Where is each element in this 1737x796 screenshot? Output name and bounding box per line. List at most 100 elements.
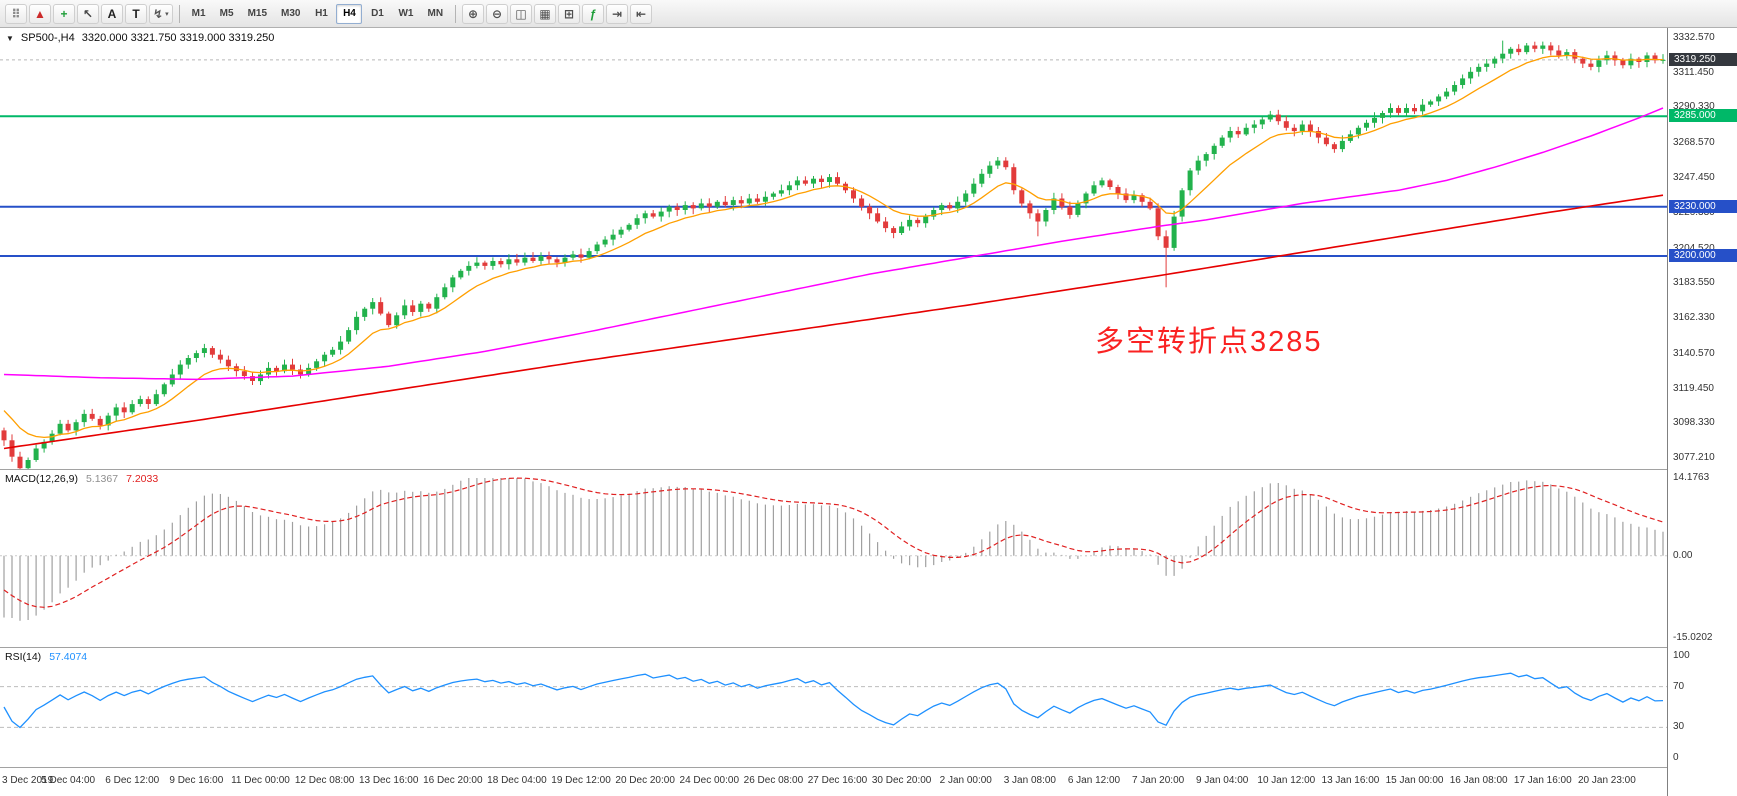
rsi-chart bbox=[0, 672, 1667, 729]
time-label: 16 Dec 20:00 bbox=[423, 775, 483, 786]
chart-annotation: 多空转折点3285 bbox=[1095, 326, 1323, 358]
axis-label: 3332.570 bbox=[1673, 32, 1715, 43]
axis-label: 3290.330 bbox=[1673, 101, 1715, 112]
toolbar: ⠿ ▲ + ↖ A T ↯ ▾ M1 M5 M15 M30 H1 H4 D1 W1 MN ⊕ ⊖ ◫ ▦ ⊞ ƒ ⇥ ⇤ bbox=[0, 0, 1737, 28]
time-label: 30 Dec 20:00 bbox=[871, 775, 932, 786]
chart-shift-icon[interactable]: ⇤ bbox=[630, 3, 653, 24]
macd-header: MACD(12,26,9) 5.1367 7.2033 bbox=[5, 473, 158, 485]
time-label: 3 Jan 08:00 bbox=[1003, 775, 1056, 786]
axis-label: 3098.330 bbox=[1673, 417, 1715, 428]
draw-tools-icon[interactable]: ↯ ▾ bbox=[149, 3, 173, 24]
time-label: 16 Jan 08:00 bbox=[1449, 775, 1508, 786]
time-label: 9 Jan 04:00 bbox=[1196, 775, 1249, 786]
price-badge: 3230.000 bbox=[1669, 200, 1737, 213]
cursor-icon[interactable]: ↖ bbox=[77, 3, 99, 24]
toolbar-separator bbox=[178, 4, 180, 23]
time-label: 7 Jan 20:00 bbox=[1131, 775, 1185, 786]
tile-windows-icon[interactable]: ◫ bbox=[510, 3, 533, 24]
timeframe-d1[interactable]: D1 bbox=[371, 8, 384, 19]
axis-label: -15.0202 bbox=[1673, 632, 1713, 643]
axis-label: 100 bbox=[1673, 650, 1690, 661]
time-label: 6 Dec 12:00 bbox=[105, 775, 160, 786]
axis-label: 0 bbox=[1673, 752, 1679, 763]
time-label: 10 Jan 12:00 bbox=[1257, 775, 1316, 786]
macd-name: MACD(12,26,9) bbox=[5, 473, 78, 485]
symbol-dropdown-icon[interactable]: ▼ bbox=[6, 33, 14, 43]
main-chart-panel[interactable]: ▼ SP500-,H4 3320.000 3321.750 3319.000 3… bbox=[0, 28, 1667, 470]
axis-label: 3311.450 bbox=[1673, 67, 1714, 78]
time-label: 12 Dec 08:00 bbox=[294, 775, 355, 786]
time-label: 9 Dec 16:00 bbox=[169, 775, 224, 786]
auto-scroll-icon[interactable]: ⇥ bbox=[606, 3, 629, 24]
time-label: 20 Dec 20:00 bbox=[615, 775, 675, 786]
time-label: 13 Jan 16:00 bbox=[1321, 775, 1380, 786]
time-label: 18 Dec 04:00 bbox=[487, 775, 547, 786]
time-label: 13 Dec 16:00 bbox=[358, 775, 419, 786]
time-label: 6 Jan 12:00 bbox=[1067, 775, 1121, 786]
axis-label: 3140.570 bbox=[1673, 348, 1715, 359]
price-badge: 3200.000 bbox=[1669, 249, 1737, 262]
chart-area: ▼ SP500-,H4 3320.000 3321.750 3319.000 3… bbox=[0, 28, 1737, 796]
axis-label: 3183.550 bbox=[1673, 277, 1715, 288]
axis-label: 3162.330 bbox=[1673, 312, 1715, 323]
drag-handle-icon[interactable]: ⠿ bbox=[5, 3, 27, 24]
symbol-ohlc: 3320.000 3321.750 3319.000 3319.250 bbox=[81, 32, 275, 44]
axis-label: 3204.520 bbox=[1673, 243, 1715, 254]
text-label-icon[interactable]: A bbox=[101, 3, 123, 24]
timeframe-m5[interactable]: M5 bbox=[219, 8, 234, 19]
axis-label: 30 bbox=[1673, 721, 1685, 732]
macd-signal-value: 7.2033 bbox=[126, 473, 159, 485]
rsi-value: 57.4074 bbox=[49, 651, 88, 663]
rsi-panel[interactable]: RSI(14) 57.4074 bbox=[0, 648, 1667, 768]
timeframe-h4[interactable]: H4 bbox=[336, 3, 363, 24]
timeframe-m1[interactable]: M1 bbox=[191, 8, 206, 19]
zoom-out-icon[interactable]: ⊖ bbox=[486, 3, 509, 24]
price-badge: 3285.000 bbox=[1669, 109, 1737, 122]
candlestick-chart bbox=[0, 40, 1667, 469]
toolbar-separator bbox=[455, 4, 457, 23]
time-label: 26 Dec 08:00 bbox=[743, 775, 804, 786]
zoom-in-icon[interactable]: ⊕ bbox=[462, 3, 485, 24]
macd-panel[interactable]: MACD(12,26,9) 5.1367 7.2033 bbox=[0, 470, 1667, 648]
macd-value: 5.1367 bbox=[85, 473, 119, 485]
toolbar-left-icons: ⠿ ▲ + ↖ A T ↯ ▾ bbox=[4, 3, 174, 24]
indicators-icon[interactable]: ƒ bbox=[582, 3, 605, 24]
symbol-name: SP500-,H4 bbox=[20, 32, 75, 44]
macd-chart bbox=[0, 477, 1667, 621]
time-label: 3 Dec 2019 bbox=[2, 775, 54, 786]
timeframe-h1[interactable]: H1 bbox=[315, 8, 328, 19]
axis-label: 3077.210 bbox=[1673, 452, 1715, 463]
time-label: 19 Dec 12:00 bbox=[551, 775, 611, 786]
timeframe-mn[interactable]: MN bbox=[427, 8, 444, 19]
cascade-windows-icon[interactable]: ▦ bbox=[534, 3, 557, 24]
axis-label: 3268.570 bbox=[1673, 137, 1715, 148]
rsi-name: RSI(14) bbox=[5, 651, 42, 663]
time-label: 27 Dec 16:00 bbox=[807, 775, 868, 786]
time-label: 2 Jan 00:00 bbox=[939, 775, 992, 786]
symbol-header: ▼ SP500-,H4 3320.000 3321.750 3319.000 3… bbox=[6, 32, 274, 44]
timeframe-m30[interactable]: M30 bbox=[281, 8, 301, 19]
new-order-icon[interactable]: ▲ bbox=[29, 3, 51, 24]
axis-label: 3247.450 bbox=[1673, 172, 1715, 183]
toolbar-right-icons: ⊕ ⊖ ◫ ▦ ⊞ ƒ ⇥ ⇤ bbox=[461, 3, 653, 24]
axis-label: 0.00 bbox=[1673, 550, 1693, 561]
add-chart-icon[interactable]: + bbox=[53, 3, 75, 24]
time-label: 20 Jan 23:00 bbox=[1577, 775, 1636, 786]
axis-label: 3119.450 bbox=[1673, 383, 1714, 394]
new-chart-icon[interactable]: ⊞ bbox=[558, 3, 581, 24]
time-label: 5 Dec 04:00 bbox=[41, 775, 96, 786]
axis-label: 70 bbox=[1673, 681, 1685, 692]
timeframe-w1[interactable]: W1 bbox=[398, 8, 414, 19]
price-axis[interactable]: 3332.570 3311.450 3290.330 3268.570 3247.450… bbox=[1667, 28, 1737, 796]
time-label: 15 Jan 00:00 bbox=[1385, 775, 1444, 786]
timeframe-m15[interactable]: M15 bbox=[247, 8, 268, 19]
text-box-icon[interactable]: T bbox=[125, 3, 147, 24]
timeframe-group: M1 M5 M15 M30 H1 H4 D1 W1 MN bbox=[185, 3, 450, 24]
rsi-header: RSI(14) 57.4074 bbox=[5, 651, 87, 663]
price-badge: 3319.250 bbox=[1669, 53, 1737, 66]
dropdown-caret-icon: ▾ bbox=[165, 10, 169, 18]
time-label: 24 Dec 00:00 bbox=[679, 775, 740, 786]
time-axis[interactable]: 3 Dec 2019 5 Dec 04:00 6 Dec 12:00 9 Dec 16… bbox=[0, 768, 1667, 796]
time-label: 11 Dec 00:00 bbox=[231, 775, 290, 786]
